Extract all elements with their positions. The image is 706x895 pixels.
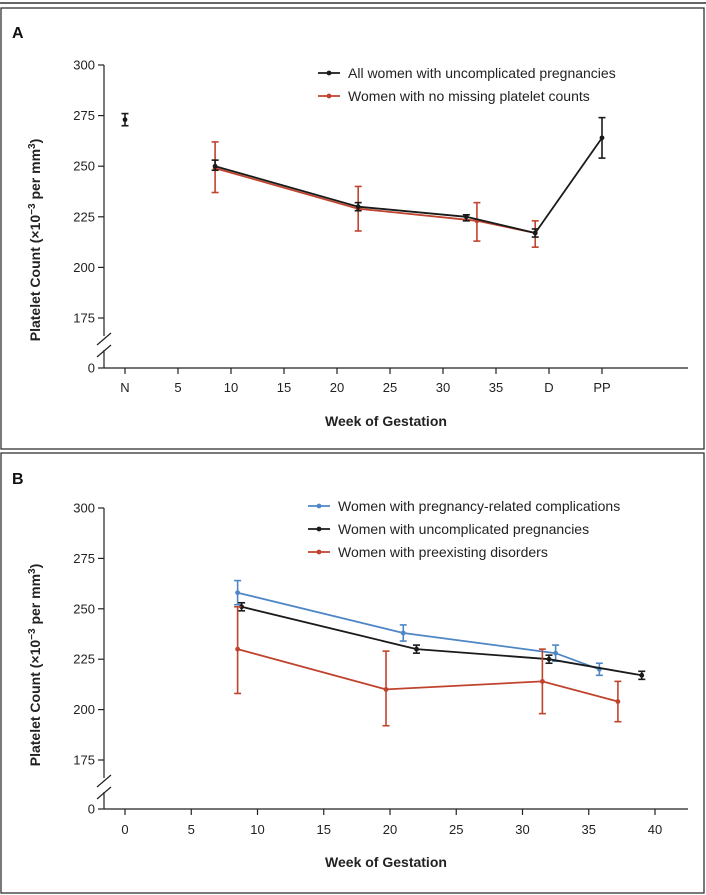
data-point: [235, 646, 241, 652]
legend-marker: [316, 549, 322, 555]
x-tick-label: 20: [383, 822, 397, 837]
y-tick-label: 225: [73, 209, 95, 224]
x-tick-label: 5: [188, 822, 195, 837]
data-point: [546, 656, 552, 662]
panel-a: A 175 200 225 250 275 300 0 N 5 10 15 20 25 30 35 D PP Wee…: [12, 25, 688, 429]
x-tick-label: 30: [515, 822, 529, 837]
x-tick-label: 25: [383, 380, 397, 395]
data-point: [615, 699, 621, 704]
data-point: [539, 678, 545, 684]
legend-label: Women with uncomplicated pregnancies: [338, 521, 589, 537]
y-tick-label: 200: [73, 702, 95, 717]
legend-marker: [316, 526, 322, 532]
y-tick-label: 175: [73, 311, 95, 326]
y-tick-label: 250: [73, 601, 95, 616]
x-tick-label: 10: [250, 822, 264, 837]
axis-break-mark: [96, 344, 112, 358]
panel-b-frame: [0, 452, 705, 894]
x-tick-label: 25: [449, 822, 463, 837]
legend-item: Women with preexisting disorders: [308, 544, 548, 560]
x-tick-label: 40: [648, 822, 662, 837]
legend: Women with pregnancy-related complicatio…: [308, 498, 620, 560]
data-point: [414, 646, 419, 652]
x-tick-label: 35: [582, 822, 596, 837]
axis-break-mark: [96, 786, 112, 800]
legend-label: Women with no missing platelet counts: [348, 88, 590, 104]
legend-item: Women with pregnancy-related complicatio…: [308, 498, 620, 514]
y-tick-label: 200: [73, 260, 95, 275]
legend-item: Women with uncomplicated pregnancies: [308, 521, 589, 537]
x-tick-label: 30: [436, 380, 450, 395]
x-tick-label: 10: [224, 380, 238, 395]
y-tick-label: 275: [73, 108, 95, 123]
data-point: [639, 672, 645, 678]
legend-marker: [316, 503, 322, 509]
y-tick-label: 175: [73, 753, 95, 768]
y-tick-label: 0: [88, 361, 95, 376]
x-tick-label: 35: [489, 380, 503, 395]
data-point: [239, 604, 245, 610]
x-tick-label: 0: [121, 822, 128, 837]
data-point: [400, 630, 406, 636]
data-point: [532, 230, 538, 236]
data-point: [599, 135, 605, 141]
legend-marker: [326, 93, 332, 99]
series-line: [237, 648, 619, 703]
legend-marker: [326, 70, 332, 76]
panel-label: B: [12, 471, 24, 488]
axis-break-mark: [96, 774, 112, 788]
panel-b: B 175 200 225 250 275 300 0 0 5 10 15 20 25 30 35 40 Week…: [12, 471, 688, 870]
legend: All women with uncomplicated pregnancies…: [318, 65, 616, 104]
axis-break-mark: [96, 332, 112, 346]
x-tick-label: D: [544, 380, 553, 395]
data-point: [212, 163, 218, 169]
data-point: [383, 687, 389, 692]
legend-item: Women with no missing platelet counts: [318, 88, 590, 104]
legend-label: Women with pregnancy-related complicatio…: [338, 498, 620, 514]
data-point: [553, 650, 559, 656]
x-tick-label: 15: [317, 822, 331, 837]
y-tick-label: 0: [88, 802, 95, 817]
x-tick-label: N: [120, 380, 129, 395]
series-line: [214, 167, 536, 234]
y-tick-label: 300: [73, 501, 95, 516]
y-axis-title: Platelet Count (×10−3 per mm3): [27, 564, 44, 767]
x-tick-label: 15: [277, 380, 291, 395]
panel-a-frame: [0, 7, 705, 450]
legend-item: All women with uncomplicated pregnancies: [318, 65, 616, 81]
panel-label: A: [12, 25, 24, 42]
x-tick-label: 20: [330, 380, 344, 395]
x-axis-title: Week of Gestation: [325, 854, 447, 870]
x-tick-label: PP: [593, 380, 610, 395]
series-line: [237, 591, 600, 671]
y-tick-label: 275: [73, 551, 95, 566]
data-point: [463, 214, 469, 220]
y-axis-title: Platelet Count (×10−3 per mm3): [27, 139, 44, 342]
data-point: [355, 204, 361, 210]
legend-label: Women with preexisting disorders: [338, 544, 548, 560]
x-axis-title: Week of Gestation: [325, 413, 447, 429]
data-point: [122, 117, 128, 123]
y-tick-label: 225: [73, 652, 95, 667]
y-tick-label: 250: [73, 159, 95, 174]
series-line: [241, 605, 642, 677]
legend-label: All women with uncomplicated pregnancies: [348, 65, 616, 81]
y-tick-label: 300: [73, 58, 95, 73]
x-tick-label: 5: [174, 380, 181, 395]
data-point: [235, 590, 241, 596]
